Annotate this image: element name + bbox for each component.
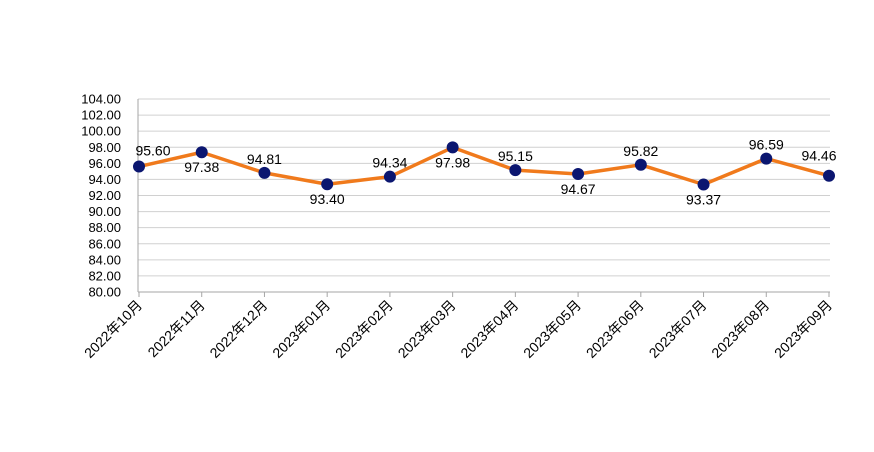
data-label: 94.81 <box>247 151 282 167</box>
x-tick-label: 2023年01月 <box>269 297 333 361</box>
y-tick-label: 94.00 <box>88 172 121 187</box>
y-tick-label: 92.00 <box>88 188 121 203</box>
data-label: 94.67 <box>561 181 596 197</box>
y-tick-label: 100.00 <box>81 124 121 139</box>
y-tick-label: 104.00 <box>81 92 121 107</box>
x-tick-label: 2023年06月 <box>583 297 647 361</box>
x-tick-label: 2023年09月 <box>771 297 835 361</box>
data-point <box>446 141 459 154</box>
x-tick-label: 2023年05月 <box>520 297 584 361</box>
data-point <box>760 152 773 165</box>
x-tick-label: 2023年07月 <box>646 297 710 361</box>
data-label: 97.38 <box>184 159 219 175</box>
y-tick-label: 82.00 <box>88 268 121 283</box>
data-label: 97.98 <box>435 154 470 170</box>
y-axis-tick-labels: 80.00 82.0084.0086.0088.0090.0092.0094.00… <box>81 92 121 300</box>
data-point <box>321 178 334 191</box>
y-tick-label: 98.00 <box>88 140 121 155</box>
data-point <box>383 170 396 183</box>
x-tick-label: 2022年11月 <box>144 297 207 360</box>
data-label: 93.37 <box>686 191 721 207</box>
y-tick-label: 80.00 <box>88 285 121 300</box>
series-line <box>138 145 830 187</box>
axes <box>137 99 830 297</box>
series-line-path <box>138 145 830 187</box>
data-label: 96.59 <box>749 137 784 153</box>
data-label: 95.60 <box>135 143 170 159</box>
y-tick-label: 102.00 <box>81 108 121 123</box>
y-tick-label: 88.00 <box>88 220 121 235</box>
y-tick-label: 84.00 <box>88 252 121 267</box>
y-tick-label: 90.00 <box>88 204 121 219</box>
x-axis-tick-labels: 2022年10月 2022年11月2022年12月2023年01月2023年02月… <box>81 297 835 361</box>
data-point <box>195 146 208 159</box>
data-point <box>634 158 647 171</box>
x-tick-label: 2022年12月 <box>206 297 270 361</box>
data-labels: 95.60 97.38 94.81 93.40 94.34 97.98 95.15 94.67… <box>135 137 836 208</box>
x-tick-label: 2023年04月 <box>457 297 521 361</box>
x-tick-label: 2022年10月 <box>81 297 145 361</box>
y-tick-label: 96.00 <box>88 156 121 171</box>
series-markers <box>133 141 835 191</box>
data-label: 94.46 <box>801 148 836 164</box>
data-point <box>572 168 585 181</box>
data-point <box>509 164 522 177</box>
x-tick-label: 2023年03月 <box>395 297 459 361</box>
data-label: 93.40 <box>310 191 345 207</box>
gridlines <box>138 98 830 293</box>
data-label: 94.34 <box>372 155 407 171</box>
y-tick-label: 86.00 <box>88 236 121 251</box>
data-point <box>133 160 145 173</box>
x-tick-label: 2023年02月 <box>332 297 396 361</box>
data-point <box>258 166 271 179</box>
data-label: 95.15 <box>498 148 533 164</box>
data-label: 95.82 <box>623 143 658 159</box>
data-point <box>697 178 710 191</box>
x-tick-label: 2023年08月 <box>708 297 772 361</box>
data-point <box>823 169 835 182</box>
